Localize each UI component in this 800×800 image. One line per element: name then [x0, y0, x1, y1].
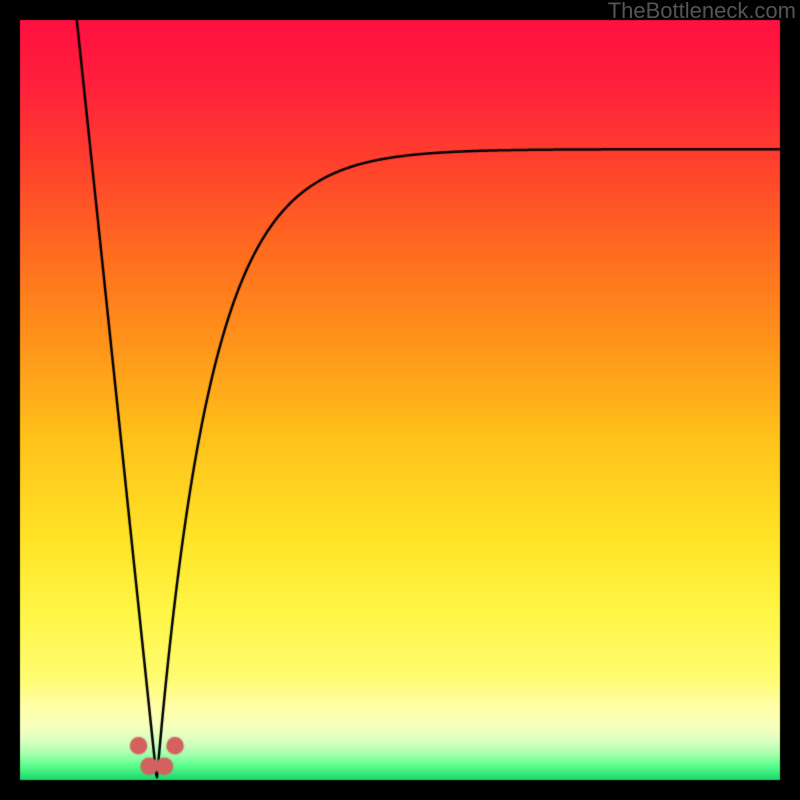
- watermark-text: TheBottleneck.com: [608, 0, 796, 24]
- bottleneck-curve: [0, 0, 800, 800]
